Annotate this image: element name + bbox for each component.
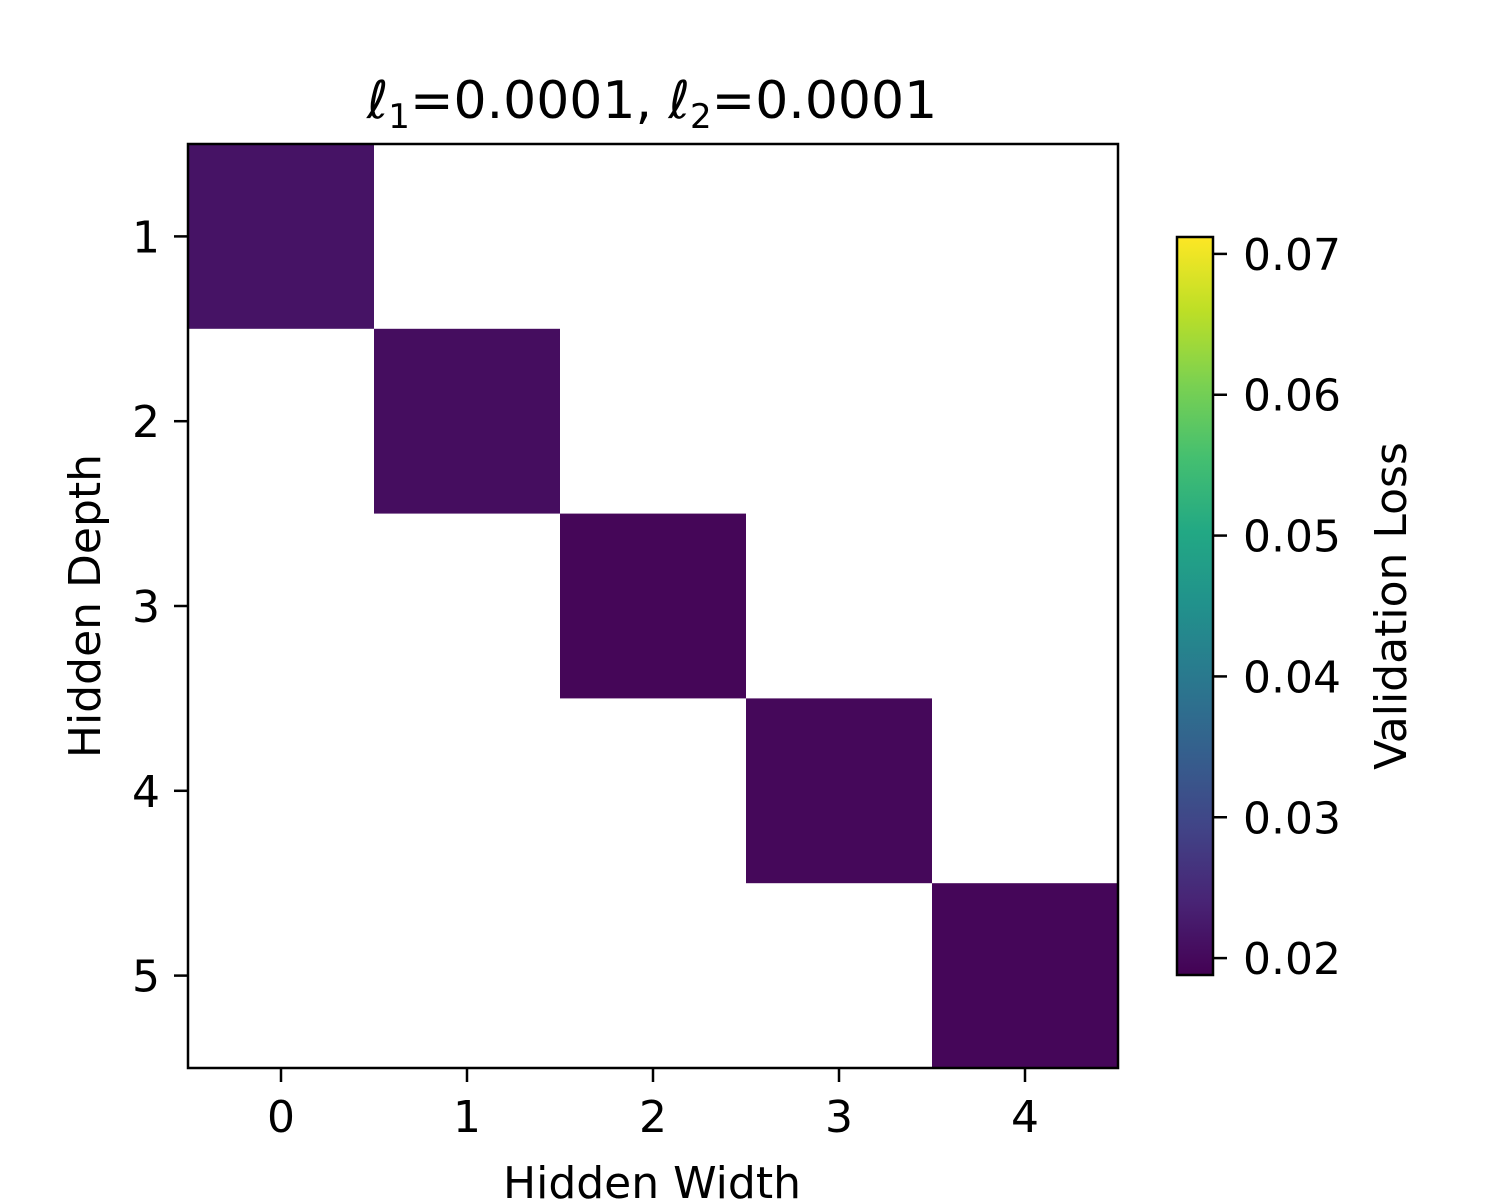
x-axis: 0 1 2 3 4 — [267, 1068, 1039, 1143]
title-l2-value: =0.0001 — [712, 71, 938, 131]
heatmap-cell-w1-d2 — [374, 328, 560, 514]
colorbar-label: Validation Loss — [1366, 442, 1417, 770]
title-l1-value: =0.0001, — [410, 71, 669, 131]
colorbar-tick-label: 0.04 — [1243, 652, 1341, 703]
x-axis-label: Hidden Width — [503, 1158, 801, 1200]
heatmap-cells — [188, 144, 1118, 1068]
y-tick-label: 1 — [132, 212, 160, 263]
y-axis: 1 2 3 4 5 — [132, 212, 188, 1003]
x-tick-label: 1 — [453, 1092, 481, 1143]
colorbar-gradient — [1177, 237, 1213, 975]
y-axis-label: Hidden Depth — [60, 454, 111, 758]
heatmap-cell-w0-d1 — [188, 144, 374, 329]
heatmap-cell-w2-d3 — [560, 513, 746, 699]
y-tick-label: 2 — [132, 397, 160, 448]
x-tick-label: 3 — [825, 1092, 853, 1143]
colorbar-tick-label: 0.05 — [1243, 512, 1341, 563]
title-l1-symbol: ℓ — [366, 71, 388, 131]
colorbar-ticks: 0.02 0.03 0.04 0.05 0.06 0.07 — [1213, 230, 1341, 985]
title-l1-subscript: 1 — [388, 97, 410, 137]
x-tick-label: 2 — [639, 1092, 667, 1143]
y-tick-label: 4 — [132, 767, 160, 818]
y-tick-label: 5 — [132, 952, 160, 1003]
colorbar-tick-label: 0.06 — [1243, 371, 1341, 422]
colorbar-tick-label: 0.03 — [1243, 793, 1341, 844]
colorbar-frame — [1175, 235, 1215, 977]
x-tick-label: 4 — [1011, 1092, 1039, 1143]
x-tick-label: 0 — [267, 1092, 295, 1143]
chart-title: ℓ1=0.0001, ℓ2=0.0001 — [366, 71, 937, 137]
title-l2-symbol: ℓ — [668, 71, 690, 131]
colorbar-tick-label: 0.02 — [1243, 934, 1341, 985]
heatmap-cell-w3-d4 — [746, 698, 932, 884]
heatmap-cell-w4-d5 — [932, 883, 1118, 1068]
title-l2-subscript: 2 — [690, 97, 712, 137]
colorbar-tick-label: 0.07 — [1243, 230, 1341, 281]
y-tick-label: 3 — [132, 582, 160, 633]
